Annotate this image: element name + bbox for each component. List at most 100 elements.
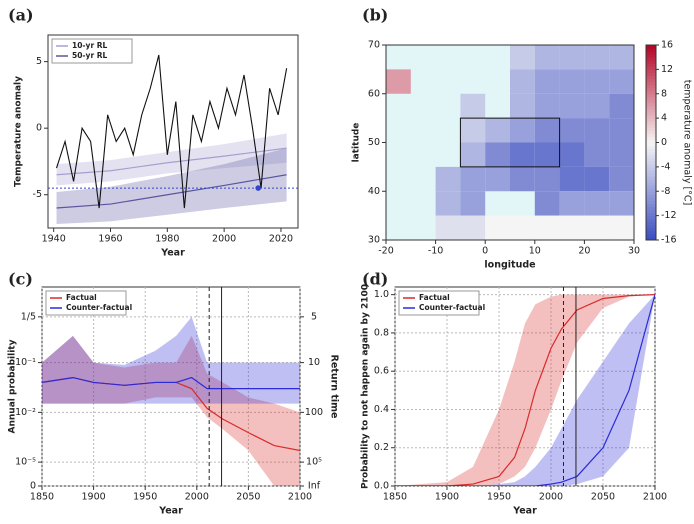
x-tick-label: 2050	[236, 492, 260, 503]
y-tick-label: 0.6	[374, 366, 389, 377]
panel-label: (a)	[8, 6, 34, 25]
map-cell	[534, 142, 560, 167]
colorbar-step	[646, 112, 656, 116]
y-tick-label: 30	[368, 235, 380, 246]
x-tick-label: 10	[529, 246, 541, 257]
map-cell	[609, 93, 634, 119]
colorbar-label: temperature anomaly [°C]	[682, 80, 693, 206]
x-axis-label: Year	[512, 506, 537, 517]
legend-box	[45, 290, 127, 316]
colorbar-step	[646, 99, 656, 104]
colorbar-step	[646, 142, 656, 147]
colorbar-step	[646, 139, 656, 143]
colorbar-tick-label: -16	[661, 235, 677, 246]
uncertainty-band	[42, 335, 300, 486]
y2-tick-label: Inf	[308, 481, 321, 492]
colorbar-step	[646, 218, 656, 223]
colorbar-step	[646, 84, 656, 89]
uncertainty-band	[395, 294, 655, 486]
map-cell	[386, 69, 411, 94]
map-cell	[485, 215, 510, 240]
colorbar-step	[646, 203, 656, 207]
colorbar-step	[646, 182, 656, 186]
x-tick-label: 1900	[82, 492, 106, 503]
colorbar-tick-label: 16	[661, 40, 673, 51]
x-tick-label: 1950	[133, 492, 157, 503]
panel-label: (b)	[362, 6, 388, 25]
plot-frame	[47, 34, 299, 229]
x-tick-label: 2000	[185, 492, 209, 503]
colorbar-step	[646, 212, 656, 217]
x-axis-label: Year	[158, 506, 183, 517]
x-tick-label: 2050	[591, 492, 615, 503]
colorbar-step	[646, 45, 656, 49]
colorbar-step	[646, 121, 656, 125]
map-cell	[609, 118, 634, 143]
colorbar-step	[646, 133, 656, 137]
colorbar-step	[646, 179, 656, 183]
map-cell	[534, 191, 560, 216]
y-tick-label: 50	[368, 137, 380, 148]
y-tick-label: 0.8	[374, 327, 389, 338]
uncertainty-band	[56, 148, 287, 225]
series-line	[56, 174, 287, 209]
y-tick-label: 10⁻⁵	[15, 457, 36, 468]
y-tick-label: 5	[36, 56, 42, 67]
y-tick-label: 1/5	[21, 311, 36, 322]
map-cell	[559, 142, 585, 167]
colorbar-step	[646, 105, 656, 110]
colorbar-step	[646, 197, 656, 201]
colorbar-step	[646, 78, 656, 83]
map-cell	[584, 215, 610, 240]
legend-box	[398, 290, 480, 316]
map-cell	[559, 191, 585, 216]
x-tick-label: -20	[378, 246, 394, 257]
map-cell	[510, 118, 535, 143]
colorbar-step	[646, 206, 656, 211]
uncertainty-band	[395, 294, 655, 486]
colorbar-step	[646, 154, 656, 159]
legend-label: 50-yr RL	[72, 51, 108, 60]
map-cell	[559, 166, 585, 192]
colorbar-tick-label: 4	[661, 113, 667, 124]
map-cell	[460, 215, 486, 240]
colorbar-step	[646, 136, 656, 140]
map-cell	[609, 69, 634, 94]
colorbar-step	[646, 166, 656, 171]
map-cell	[485, 118, 510, 143]
x-tick-label: 1900	[435, 492, 459, 503]
map-cell	[609, 191, 634, 216]
colorbar-step	[646, 54, 656, 58]
colorbar-step	[646, 57, 656, 61]
panel-label: (d)	[362, 270, 388, 289]
colorbar-step	[646, 127, 656, 131]
colorbar-step	[646, 172, 656, 177]
colorbar-step	[646, 115, 656, 119]
observed-line	[55, 54, 288, 209]
map-cell	[534, 215, 560, 240]
colorbar-step	[646, 130, 656, 134]
map-cell	[559, 93, 585, 119]
map-cell	[609, 215, 634, 240]
colorbar-tick-label: 0	[661, 137, 667, 148]
colorbar-tick-label: 8	[661, 88, 667, 99]
colorbar-step	[646, 233, 656, 238]
colorbar-step	[646, 75, 656, 80]
colorbar-step	[646, 63, 656, 67]
colorbar-step	[646, 185, 656, 189]
colorbar-step	[646, 224, 656, 229]
map-cell	[460, 93, 486, 119]
y-tick-label: 0.4	[374, 404, 389, 415]
colorbar-step	[646, 108, 656, 113]
map-cell	[584, 191, 610, 216]
legend-box	[51, 38, 133, 64]
map-cell	[559, 215, 585, 240]
colorbar-step	[646, 191, 656, 195]
series-line	[395, 294, 655, 486]
colorbar-step	[646, 87, 656, 92]
y2-tick-label: 10	[308, 357, 320, 368]
x-tick-label: 2000	[212, 234, 236, 245]
region-box	[459, 117, 561, 168]
map-cell	[534, 45, 560, 70]
panel-label: (c)	[8, 270, 33, 289]
